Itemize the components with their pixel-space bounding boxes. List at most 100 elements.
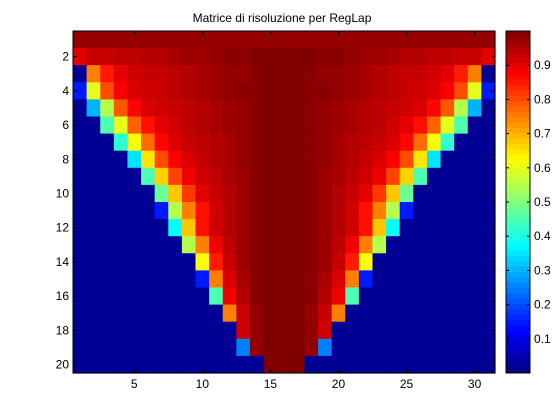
heatmap-cell [86, 202, 101, 220]
colorbar-swatch [506, 73, 530, 80]
heatmap-cell [236, 202, 251, 220]
heatmap-cell [168, 219, 183, 237]
heatmap-cell [222, 82, 237, 100]
heatmap-cell [100, 167, 115, 186]
heatmap-cell [100, 253, 115, 271]
heatmap-cell [154, 338, 169, 357]
heatmap-cell [467, 184, 482, 203]
heatmap-cell [113, 338, 129, 357]
heatmap-cell [195, 167, 210, 186]
heatmap-cell [277, 219, 292, 237]
heatmap-cell [249, 184, 265, 203]
heatmap-cell [236, 253, 251, 271]
heatmap-cell [277, 253, 292, 271]
heatmap-cell [277, 48, 292, 66]
heatmap-cell [168, 287, 183, 306]
heatmap-cell [73, 133, 88, 152]
heatmap-cell [209, 253, 224, 271]
heatmap-cell [318, 82, 333, 100]
heatmap-cell [386, 355, 401, 374]
y-tick-label: 14 [56, 255, 70, 269]
heatmap-cell [399, 287, 414, 306]
heatmap-cell [318, 133, 333, 152]
heatmap-cell [181, 270, 197, 289]
colorbar-swatch [506, 41, 530, 48]
heatmap-cell [127, 82, 142, 100]
heatmap-cell [168, 99, 183, 118]
heatmap-cell [386, 287, 401, 306]
colorbar-swatch [506, 335, 530, 342]
heatmap-cell [304, 304, 319, 323]
heatmap-cell [358, 202, 374, 220]
heatmap-cell [358, 304, 374, 323]
heatmap-cell [345, 150, 360, 169]
colorbar-swatch [506, 223, 530, 230]
heatmap-cell [222, 31, 237, 49]
heatmap-cell [467, 287, 482, 306]
heatmap-cell [318, 236, 333, 254]
heatmap-cell [141, 116, 156, 135]
heatmap-cell [168, 65, 183, 83]
heatmap-cell [481, 202, 496, 220]
heatmap-cell [372, 99, 387, 118]
heatmap-cell [290, 270, 306, 289]
colorbar-tick-label: 0.4 [534, 229, 551, 243]
colorbar-swatch [506, 196, 530, 203]
heatmap-cell [481, 133, 496, 152]
y-tick-label: 8 [62, 152, 69, 166]
heatmap-cell [318, 116, 333, 135]
heatmap-cell [290, 167, 306, 186]
heatmap-cell [277, 287, 292, 306]
heatmap-cell [331, 133, 346, 152]
heatmap-cell [318, 48, 333, 66]
heatmap-cell [181, 321, 197, 340]
heatmap-cell [236, 82, 251, 100]
heatmap-cell [236, 270, 251, 289]
heatmap-cell [154, 65, 169, 83]
heatmap-cell [331, 116, 346, 135]
heatmap-cell [154, 236, 169, 254]
heatmap-cell [277, 321, 292, 340]
heatmap-cell [331, 202, 346, 220]
heatmap-cell [195, 65, 210, 83]
colorbar-swatch [506, 351, 530, 358]
heatmap-cell [426, 184, 442, 203]
heatmap-cell [399, 270, 414, 289]
colorbar-swatch [506, 346, 530, 353]
heatmap-cell [345, 253, 360, 271]
colorbar-swatch [506, 95, 530, 101]
heatmap-cell [222, 321, 237, 340]
heatmap-cell [467, 65, 482, 83]
heatmap-cell [86, 355, 101, 374]
heatmap-cell [168, 304, 183, 323]
heatmap-cell [209, 65, 224, 83]
heatmap-cell [127, 31, 142, 49]
heatmap-cell [454, 31, 469, 49]
heatmap-cell [331, 219, 346, 237]
heatmap-cell [358, 287, 374, 306]
heatmap-cell [331, 338, 346, 357]
heatmap-cell [249, 338, 265, 357]
heatmap-cell [127, 304, 142, 323]
heatmap-cell [100, 82, 115, 100]
heatmap-cell [399, 48, 414, 66]
heatmap-cell [181, 304, 197, 323]
heatmap-cell [141, 219, 156, 237]
heatmap-cell [372, 184, 387, 203]
heatmap-cell [331, 253, 346, 271]
heatmap-cell [181, 133, 197, 152]
heatmap-cell [345, 236, 360, 254]
heatmap-cell [263, 355, 278, 374]
heatmap-cell [73, 184, 88, 203]
heatmap-cell [454, 355, 469, 374]
x-axis-ticks: 5 10 15 20 25 30 [131, 31, 482, 391]
heatmap-cell [113, 304, 129, 323]
colorbar-swatch [506, 79, 530, 85]
heatmap-cell [304, 65, 319, 83]
heatmap-cell [331, 236, 346, 254]
heatmap-cell [141, 31, 156, 49]
heatmap-cell [127, 338, 142, 357]
heatmap-cell [304, 321, 319, 340]
heatmap-cell [399, 116, 414, 135]
heatmap-cell [100, 99, 115, 118]
